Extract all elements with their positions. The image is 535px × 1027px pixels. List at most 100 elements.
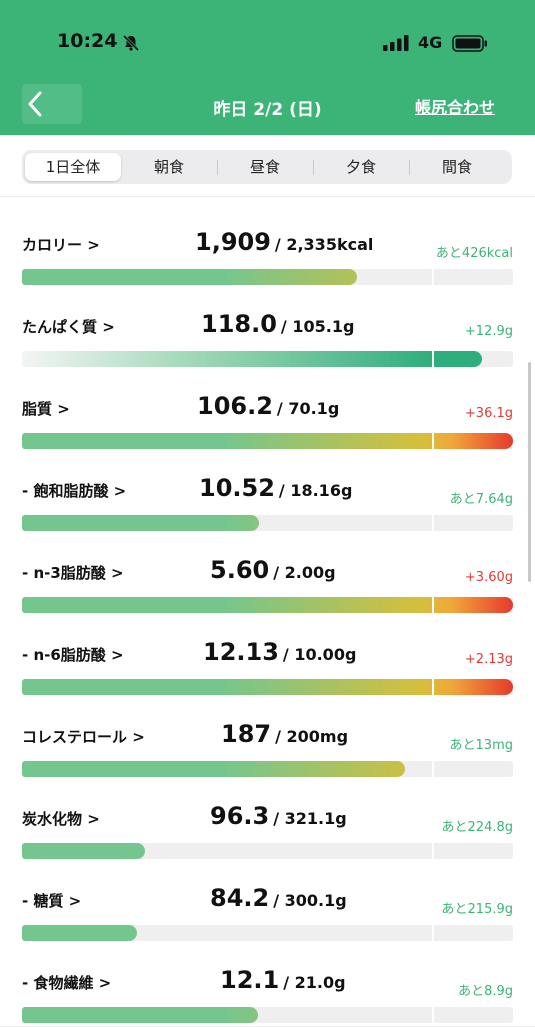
nutrient-difference: あと8.9g <box>458 984 513 999</box>
nav-header: 10:24 4G 昨日 2/2 (日) 帳尻合わせ <box>0 0 535 135</box>
tab-breakfast[interactable]: 朝食 <box>153 158 184 176</box>
nutrient-difference: +12.9g <box>464 324 513 339</box>
status-time: 10:24 <box>57 30 118 52</box>
nutrient-difference: あと13mg <box>449 738 513 753</box>
nutrient-progress-fill <box>22 269 358 285</box>
nutrient-row-n3[interactable]: - n-3脂肪酸 > 5.60/ 2.00g +3.60g <box>0 534 535 617</box>
nutrient-row-n6[interactable]: - n-6脂肪酸 > 12.13/ 10.00g +2.13g <box>0 616 535 699</box>
nutrient-amount: 5.60/ 2.00g <box>210 556 336 584</box>
nutrient-label[interactable]: - n-3脂肪酸 > <box>22 564 124 582</box>
nutrient-progress-track <box>22 515 513 531</box>
nutrient-progress-track <box>22 679 513 695</box>
target-marker <box>432 515 434 531</box>
nutrient-row-fat[interactable]: 脂質 > 106.2/ 70.1g +36.1g <box>0 370 535 453</box>
nutrient-progress-fill <box>22 925 138 941</box>
nutrient-amount: 10.52/ 18.16g <box>199 474 352 502</box>
signal-icon <box>383 35 409 51</box>
nutrient-target: / 105.1g <box>280 317 355 336</box>
target-marker <box>432 761 434 777</box>
nutrient-progress-fill <box>22 761 406 777</box>
scrollbar[interactable] <box>528 362 531 582</box>
nutrient-progress-track <box>22 1007 513 1023</box>
nutrient-target: / 2,335kcal <box>274 235 374 254</box>
target-marker <box>432 597 434 613</box>
nutrient-label[interactable]: - 飽和脂肪酸 > <box>22 482 127 500</box>
tab-all-day[interactable]: 1日全体 <box>25 153 121 181</box>
nutrient-difference: +2.13g <box>464 652 513 667</box>
nutrient-value: 5.60 <box>210 556 270 584</box>
nutrient-difference: あと224.8g <box>441 820 513 835</box>
bell-muted-icon <box>122 34 140 52</box>
nutrient-amount: 187/ 200mg <box>221 720 348 748</box>
battery-icon <box>452 35 487 52</box>
nutrient-target: / 300.1g <box>273 891 347 910</box>
nutrient-progress-fill <box>22 515 260 531</box>
nutrient-value: 187 <box>221 720 272 748</box>
target-marker <box>432 1007 434 1023</box>
meal-tabs-bar: 1日全体 朝食 昼食 夕食 間食 <box>0 135 535 197</box>
nutrient-progress-fill <box>22 597 513 613</box>
nutrient-row-saturated-fat[interactable]: - 飽和脂肪酸 > 10.52/ 18.16g あと7.64g <box>0 452 535 535</box>
meal-tabs: 1日全体 朝食 昼食 夕食 間食 <box>22 150 512 184</box>
page-title: 昨日 2/2 (日) <box>213 100 322 120</box>
nutrient-row-calorie[interactable]: カロリー > 1,909/ 2,335kcal あと426kcal <box>0 206 535 289</box>
chevron-left-icon <box>28 91 42 117</box>
network-type: 4G <box>418 33 443 52</box>
tab-separator <box>217 160 218 175</box>
tab-dinner[interactable]: 夕食 <box>345 158 376 176</box>
nutrient-value: 12.13 <box>203 638 279 666</box>
nutrient-value: 118.0 <box>201 310 277 338</box>
nutrient-value: 12.1 <box>220 966 280 994</box>
adjust-button[interactable]: 帳尻合わせ <box>414 98 495 117</box>
nutrient-row-sugar[interactable]: - 糖質 > 84.2/ 300.1g あと215.9g <box>0 862 535 945</box>
nutrient-value: 84.2 <box>210 884 270 912</box>
target-marker <box>432 269 434 285</box>
nutrient-amount: 106.2/ 70.1g <box>197 392 339 420</box>
nutrient-target: / 21.0g <box>283 973 346 992</box>
nutrient-target: / 2.00g <box>273 563 336 582</box>
nutrient-label[interactable]: - 食物繊維 > <box>22 974 112 992</box>
nutrient-progress-track <box>22 597 513 613</box>
nutrient-difference: あと426kcal <box>435 246 513 261</box>
tab-snack[interactable]: 間食 <box>441 158 472 176</box>
nutrient-row-protein[interactable]: たんぱく質 > 118.0/ 105.1g +12.9g <box>0 288 535 371</box>
target-marker <box>432 679 434 695</box>
nutrient-progress-fill <box>22 1007 259 1023</box>
nutrient-amount: 118.0/ 105.1g <box>201 310 354 338</box>
nutrient-target: / 70.1g <box>276 399 340 418</box>
nutrient-progress-track <box>22 269 513 285</box>
nutrient-label[interactable]: たんぱく質 > <box>22 318 115 336</box>
nutrient-label[interactable]: コレステロール > <box>22 728 145 746</box>
nutrient-label[interactable]: - n-6脂肪酸 > <box>22 646 124 664</box>
nutrient-progress-track <box>22 351 513 367</box>
tab-separator <box>313 160 314 175</box>
nutrient-progress-track <box>22 925 513 941</box>
nutrient-progress-fill <box>22 351 483 367</box>
target-marker <box>432 843 434 859</box>
nutrient-label[interactable]: - 糖質 > <box>22 892 82 910</box>
nutrient-label[interactable]: カロリー > <box>22 236 100 254</box>
nutrient-label[interactable]: 脂質 > <box>22 400 70 418</box>
nutrient-progress-fill <box>22 843 145 859</box>
tab-lunch[interactable]: 昼食 <box>249 158 280 176</box>
target-marker <box>432 433 434 449</box>
nutrient-difference: あと7.64g <box>449 492 513 507</box>
nutrient-target: / 10.00g <box>282 645 357 664</box>
nutrient-row-carbohydrate[interactable]: 炭水化物 > 96.3/ 321.1g あと224.8g <box>0 780 535 863</box>
nutrient-row-fiber[interactable]: - 食物繊維 > 12.1/ 21.0g あと8.9g <box>0 944 535 1027</box>
nutrient-value: 96.3 <box>210 802 270 830</box>
nutrient-difference: +36.1g <box>464 406 513 421</box>
nutrient-progress-track <box>22 433 513 449</box>
nutrient-amount: 12.13/ 10.00g <box>203 638 356 666</box>
nutrient-target: / 200mg <box>275 727 349 746</box>
nutrient-difference: あと215.9g <box>441 902 513 917</box>
nutrient-difference: +3.60g <box>464 570 513 585</box>
nutrient-row-cholesterol[interactable]: コレステロール > 187/ 200mg あと13mg <box>0 698 535 781</box>
nutrient-target: / 18.16g <box>278 481 353 500</box>
nutrient-label[interactable]: 炭水化物 > <box>22 810 100 828</box>
back-button[interactable] <box>22 84 82 124</box>
nutrient-progress-track <box>22 761 513 777</box>
tab-separator <box>409 160 410 175</box>
nutrient-amount: 1,909/ 2,335kcal <box>195 228 373 256</box>
target-marker <box>432 925 434 941</box>
